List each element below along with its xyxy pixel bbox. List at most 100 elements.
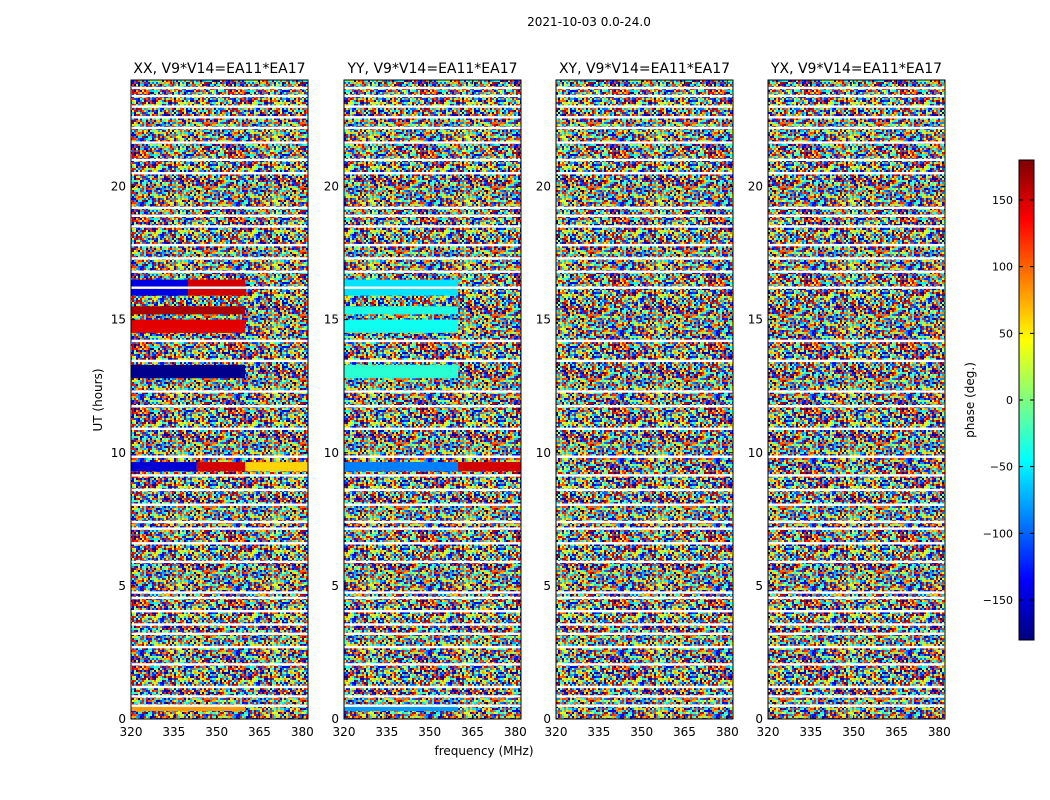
panel-2: YY, V9*V14=EA11*EA17 320 335 350 365 380 0 5 10 1… — [324, 61, 527, 739]
flagged-row — [556, 105, 733, 108]
flagged-row — [556, 206, 733, 209]
flagged-row — [768, 488, 945, 492]
flagged-row — [556, 685, 733, 689]
flagged-row — [344, 243, 521, 247]
flagged-row — [768, 86, 945, 90]
flagged-row — [131, 158, 308, 162]
flagged-row — [131, 86, 308, 90]
x-tick-label: 335 — [587, 725, 610, 739]
flagged-row — [556, 390, 733, 393]
x-tick-label: 380 — [291, 725, 314, 739]
panel-title: YX, V9*V14=EA11*EA17 — [770, 61, 942, 77]
colorbar-tick-label: 150 — [992, 194, 1013, 207]
flagged-row — [344, 527, 521, 530]
flagged-row — [768, 474, 945, 477]
y-tick-label: 15 — [324, 313, 339, 327]
y-tick-label: 15 — [111, 313, 126, 327]
panel-title: XX, V9*V14=EA11*EA17 — [133, 61, 305, 77]
flagged-row — [556, 243, 733, 247]
flagged-row — [556, 663, 733, 666]
x-tick-label: 365 — [885, 725, 908, 739]
flagged-row — [344, 339, 521, 343]
coherent-phase-band — [131, 704, 246, 712]
flagged-row — [556, 527, 733, 530]
flagged-row — [131, 105, 308, 108]
coherent-phase-band — [344, 364, 459, 379]
y-tick-label: 0 — [118, 712, 126, 726]
phase-heatmap — [131, 80, 308, 719]
flagged-row — [131, 488, 308, 492]
flagged-row — [768, 695, 945, 698]
flagged-row — [131, 270, 308, 273]
flagged-row — [131, 172, 308, 175]
coherent-phase-band — [131, 364, 246, 379]
y-tick-label: 10 — [748, 446, 763, 460]
y-axis-label: UT (hours) — [91, 368, 105, 431]
flagged-row — [768, 286, 945, 289]
flagged-row — [556, 610, 733, 613]
x-tick-label: 365 — [461, 725, 484, 739]
flagged-row — [556, 520, 733, 524]
x-tick-label: 320 — [545, 725, 568, 739]
flagged-row — [556, 427, 733, 430]
panel-frame — [343, 79, 522, 720]
flagged-row — [768, 158, 945, 162]
x-tick-label: 350 — [842, 725, 865, 739]
panel-4: YX, V9*V14=EA11*EA17 320 335 350 365 380 0 5 10 1… — [748, 61, 951, 739]
flagged-row — [131, 455, 308, 458]
y-tick-label: 20 — [748, 180, 763, 194]
flagged-row — [556, 158, 733, 162]
flagged-row — [556, 632, 733, 635]
coherent-phase-band — [458, 462, 521, 472]
x-tick-label: 320 — [120, 725, 143, 739]
flagged-row — [768, 427, 945, 430]
flagged-row — [344, 94, 521, 98]
y-tick-label: 10 — [324, 446, 339, 460]
coherent-phase-band — [245, 462, 308, 472]
x-tick-label: 350 — [630, 725, 653, 739]
flagged-row — [344, 474, 521, 477]
colorbar-tick-label: 50 — [999, 327, 1013, 340]
flagged-row — [131, 623, 308, 626]
y-tick-label: 15 — [536, 313, 551, 327]
flagged-row — [131, 695, 308, 698]
x-tick-label: 350 — [205, 725, 228, 739]
flagged-row — [768, 390, 945, 393]
flagged-row — [131, 243, 308, 247]
flagged-row — [344, 405, 521, 408]
colorbar-tick-label: −100 — [983, 527, 1013, 540]
flagged-row — [768, 126, 945, 130]
flagged-row — [556, 474, 733, 477]
flagged-row — [344, 214, 521, 217]
flagged-row — [131, 126, 308, 130]
flagged-row — [556, 172, 733, 175]
flagged-row — [556, 695, 733, 698]
flagged-row — [344, 172, 521, 175]
flagged-row — [344, 116, 521, 119]
coherent-phase-band — [344, 704, 459, 712]
flagged-row — [344, 286, 521, 289]
flagged-row — [131, 405, 308, 408]
flagged-row — [556, 591, 733, 594]
flagged-row — [344, 632, 521, 635]
flagged-row — [768, 527, 945, 530]
y-tick-label: 10 — [536, 446, 551, 460]
flagged-row — [131, 632, 308, 635]
flagged-row — [344, 141, 521, 144]
flagged-row — [768, 623, 945, 626]
panel-title: XY, V9*V14=EA11*EA17 — [559, 61, 730, 77]
flagged-row — [131, 503, 308, 506]
flagged-row — [556, 645, 733, 649]
colorbar-tick-label: −50 — [990, 461, 1013, 474]
flagged-row — [768, 116, 945, 119]
panel-title: YY, V9*V14=EA11*EA17 — [346, 61, 517, 77]
flagged-row — [131, 685, 308, 689]
panel-frame — [767, 79, 946, 720]
x-tick-label: 380 — [716, 725, 739, 739]
flagged-row — [556, 704, 733, 707]
flagged-row — [131, 94, 308, 98]
flagged-row — [556, 86, 733, 90]
flagged-row — [131, 339, 308, 343]
y-tick-label: 20 — [324, 180, 339, 194]
flagged-row — [131, 596, 308, 600]
